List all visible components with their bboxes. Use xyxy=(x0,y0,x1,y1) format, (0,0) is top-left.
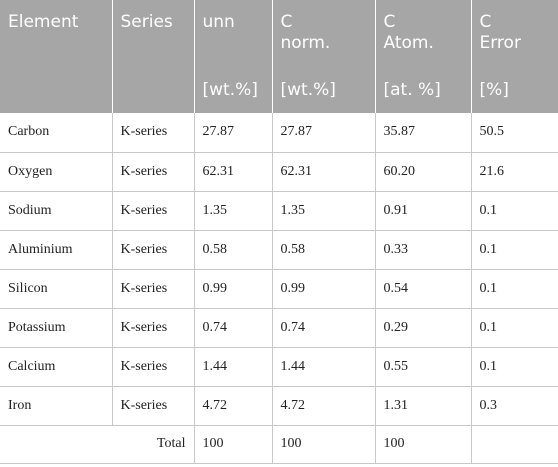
cell-series: K-series xyxy=(111,269,194,309)
cell-c-error: 0.1 xyxy=(470,347,558,387)
total-label: Total xyxy=(0,425,194,464)
unit-unn: [wt.%] xyxy=(193,66,272,113)
total-c-norm: 100 xyxy=(271,425,375,464)
cell-series: K-series xyxy=(111,347,194,387)
cell-c-atom: 60.20 xyxy=(374,152,471,192)
cell-c-error: 0.1 xyxy=(470,269,558,309)
table-row: Potassium K-series 0.74 0.74 0.29 0.1 xyxy=(0,308,558,348)
cell-c-norm: 0.99 xyxy=(271,269,375,309)
cell-c-atom: 0.29 xyxy=(374,308,471,348)
table-row: Silicon K-series 0.99 0.99 0.54 0.1 xyxy=(0,269,558,309)
cell-series: K-series xyxy=(111,152,194,192)
cell-unn: 27.87 xyxy=(193,113,272,153)
header-c-error: C Error xyxy=(470,0,558,66)
cell-c-atom: 0.55 xyxy=(374,347,471,387)
cell-c-error: 21.6 xyxy=(470,152,558,192)
total-unn: 100 xyxy=(193,425,272,464)
cell-c-norm: 62.31 xyxy=(271,152,375,192)
cell-c-error: 0.1 xyxy=(470,191,558,231)
table-row: Carbon K-series 27.87 27.87 35.87 50.5 xyxy=(0,113,558,153)
cell-series: K-series xyxy=(111,113,194,153)
unit-c-atom: [at. %] xyxy=(374,66,471,113)
header-element: Element xyxy=(0,0,112,66)
units-row: [wt.%] [wt.%] [at. %] [%] xyxy=(0,66,558,113)
header-c-error-line2: Error xyxy=(479,33,521,53)
cell-element: Oxygen xyxy=(0,152,112,192)
cell-element: Calcium xyxy=(0,347,112,387)
cell-unn: 0.58 xyxy=(193,230,272,270)
table-row: Iron K-series 4.72 4.72 1.31 0.3 xyxy=(0,386,558,426)
cell-c-norm: 1.44 xyxy=(271,347,375,387)
cell-c-error: 0.1 xyxy=(470,230,558,270)
table-row: Sodium K-series 1.35 1.35 0.91 0.1 xyxy=(0,191,558,231)
table-row: Aluminium K-series 0.58 0.58 0.33 0.1 xyxy=(0,230,558,270)
cell-c-atom: 0.54 xyxy=(374,269,471,309)
header-c-norm-line1: C xyxy=(280,12,293,32)
total-c-atom: 100 xyxy=(374,425,471,464)
cell-element: Potassium xyxy=(0,308,112,348)
cell-element: Carbon xyxy=(0,113,112,153)
cell-c-atom: 35.87 xyxy=(374,113,471,153)
cell-c-norm: 4.72 xyxy=(271,386,375,426)
cell-element: Iron xyxy=(0,386,112,426)
header-series: Series xyxy=(111,0,194,66)
header-row: Element Series unn C norm. C Atom. C Err… xyxy=(0,0,558,66)
cell-element: Silicon xyxy=(0,269,112,309)
cell-unn: 0.99 xyxy=(193,269,272,309)
header-c-error-line1: C xyxy=(479,12,492,32)
header-c-atom-line2: Atom. xyxy=(383,33,434,53)
cell-c-atom: 0.33 xyxy=(374,230,471,270)
cell-unn: 1.44 xyxy=(193,347,272,387)
cell-unn: 0.74 xyxy=(193,308,272,348)
cell-c-error: 0.1 xyxy=(470,308,558,348)
cell-c-norm: 0.58 xyxy=(271,230,375,270)
cell-c-error: 50.5 xyxy=(470,113,558,153)
unit-c-norm: [wt.%] xyxy=(271,66,375,113)
header-c-atom-line1: C xyxy=(383,12,396,32)
unit-element-empty xyxy=(0,66,112,113)
table-body: Carbon K-series 27.87 27.87 35.87 50.5 O… xyxy=(0,113,558,464)
cell-element: Aluminium xyxy=(0,230,112,270)
header-c-atom: C Atom. xyxy=(374,0,471,66)
cell-series: K-series xyxy=(111,386,194,426)
cell-element: Sodium xyxy=(0,191,112,231)
cell-unn: 62.31 xyxy=(193,152,272,192)
cell-c-atom: 1.31 xyxy=(374,386,471,426)
cell-series: K-series xyxy=(111,308,194,348)
table-header: Element Series unn C norm. C Atom. C Err… xyxy=(0,0,558,113)
unit-c-error: [%] xyxy=(470,66,558,113)
cell-c-norm: 0.74 xyxy=(271,308,375,348)
cell-unn: 1.35 xyxy=(193,191,272,231)
cell-unn: 4.72 xyxy=(193,386,272,426)
cell-c-error: 0.3 xyxy=(470,386,558,426)
table-row: Calcium K-series 1.44 1.44 0.55 0.1 xyxy=(0,347,558,387)
cell-series: K-series xyxy=(111,230,194,270)
table-row: Oxygen K-series 62.31 62.31 60.20 21.6 xyxy=(0,152,558,192)
cell-series: K-series xyxy=(111,191,194,231)
total-c-error-empty xyxy=(470,425,558,464)
cell-c-norm: 1.35 xyxy=(271,191,375,231)
total-row: Total 100 100 100 xyxy=(0,425,558,464)
cell-c-atom: 0.91 xyxy=(374,191,471,231)
header-unn: unn xyxy=(193,0,272,66)
unit-series-empty xyxy=(111,66,194,113)
header-c-norm-line2: norm. xyxy=(280,33,331,53)
header-c-norm: C norm. xyxy=(271,0,375,66)
cell-c-norm: 27.87 xyxy=(271,113,375,153)
